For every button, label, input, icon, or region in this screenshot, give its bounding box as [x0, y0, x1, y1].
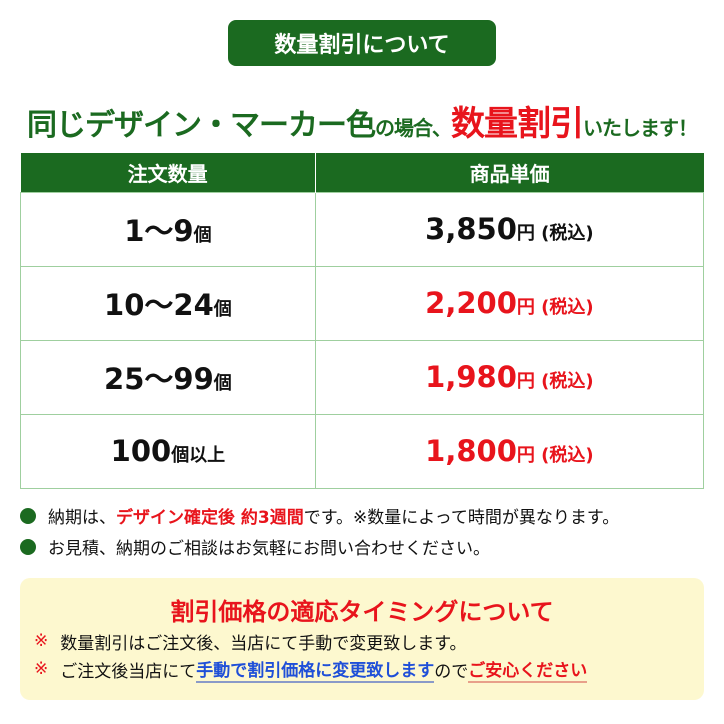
bullet-icon — [20, 538, 36, 555]
price: 1,800 — [425, 434, 517, 468]
price-unit: 円 (税込) — [516, 297, 594, 318]
headline-text: いたします！ — [583, 116, 698, 140]
quantity: 10〜24 — [104, 288, 214, 322]
note-text: 納期は、 — [48, 508, 116, 528]
quantity: 25〜99 — [104, 362, 214, 396]
note-highlight: デザイン確定後 約3週間 — [116, 508, 304, 528]
header-price: 商品単価 — [315, 153, 704, 192]
price: 3,850 — [425, 212, 517, 246]
headline-highlight: 数量割引 — [451, 104, 584, 144]
table-row: 100個以上 1,800円 (税込) — [20, 413, 705, 489]
table-row: 25〜99個 1,980円 (税込) — [20, 339, 705, 415]
price-table: 注文数量 商品単価 1〜9個 3,850円 (税込) 10〜24個 2,200円 (税… — [20, 153, 705, 489]
note-text: お見積、納期のご相談はお気軽にお問い合わせください。 — [48, 539, 490, 559]
table-row: 1〜9個 3,850円 (税込) — [20, 191, 705, 267]
timing-text: ので — [434, 661, 469, 682]
timing-highlight-blue: 手動で割引価格に変更致します — [196, 656, 435, 683]
quantity-unit: 個以上 — [171, 445, 226, 466]
price-unit: 円 (税込) — [516, 223, 594, 244]
table-row: 10〜24個 2,200円 (税込) — [20, 265, 705, 341]
note-text: です。※数量によって時間が異なります。 — [303, 508, 620, 528]
bullet-icon — [20, 507, 36, 524]
header-quantity: 注文数量 — [20, 153, 316, 192]
timing-line: ※ 数量割引はご注文後、当店にて手動で変更致します。 — [34, 627, 704, 655]
note-item: お見積、納期のご相談はお気軽にお問い合わせください。 — [20, 531, 619, 562]
headline-text: 同じデザイン・マーカー色 — [27, 108, 376, 143]
section-title: 数量割引について — [228, 20, 496, 66]
quantity-unit: 個 — [213, 299, 232, 320]
timing-highlight-red: ご安心ください — [468, 656, 588, 683]
headline: 同じデザイン・マーカー色の場合、数量割引いたします！ — [0, 96, 724, 145]
timing-text: 数量割引はご注文後、当店にて手動で変更致します。 — [60, 633, 467, 654]
price-unit: 円 (税込) — [516, 445, 594, 466]
quantity: 1〜9 — [124, 214, 194, 248]
timing-title: 割引価格の適応タイミングについて — [170, 598, 554, 626]
timing-box: 割引価格の適応タイミングについて ※ 数量割引はご注文後、当店にて手動で変更致しま… — [20, 578, 704, 700]
headline-text: の場合、 — [375, 116, 452, 140]
note-item: 納期は、 デザイン確定後 約3週間 です。※数量によって時間が異なります。 — [20, 500, 619, 531]
note-mark: ※ — [34, 659, 49, 679]
quantity: 100 — [110, 434, 172, 468]
timing-text: ご注文後当店にて — [60, 661, 197, 682]
price-unit: 円 (税込) — [516, 371, 594, 392]
notes: 納期は、 デザイン確定後 約3週間 です。※数量によって時間が異なります。 お見積… — [20, 500, 619, 562]
price: 1,980 — [425, 360, 517, 394]
note-mark: ※ — [34, 631, 49, 651]
quantity-unit: 個 — [193, 225, 212, 246]
price: 2,200 — [425, 286, 517, 320]
timing-line: ※ ご注文後当店にて 手動で割引価格に変更致します ので ご安心ください — [34, 655, 704, 683]
quantity-unit: 個 — [213, 373, 232, 394]
